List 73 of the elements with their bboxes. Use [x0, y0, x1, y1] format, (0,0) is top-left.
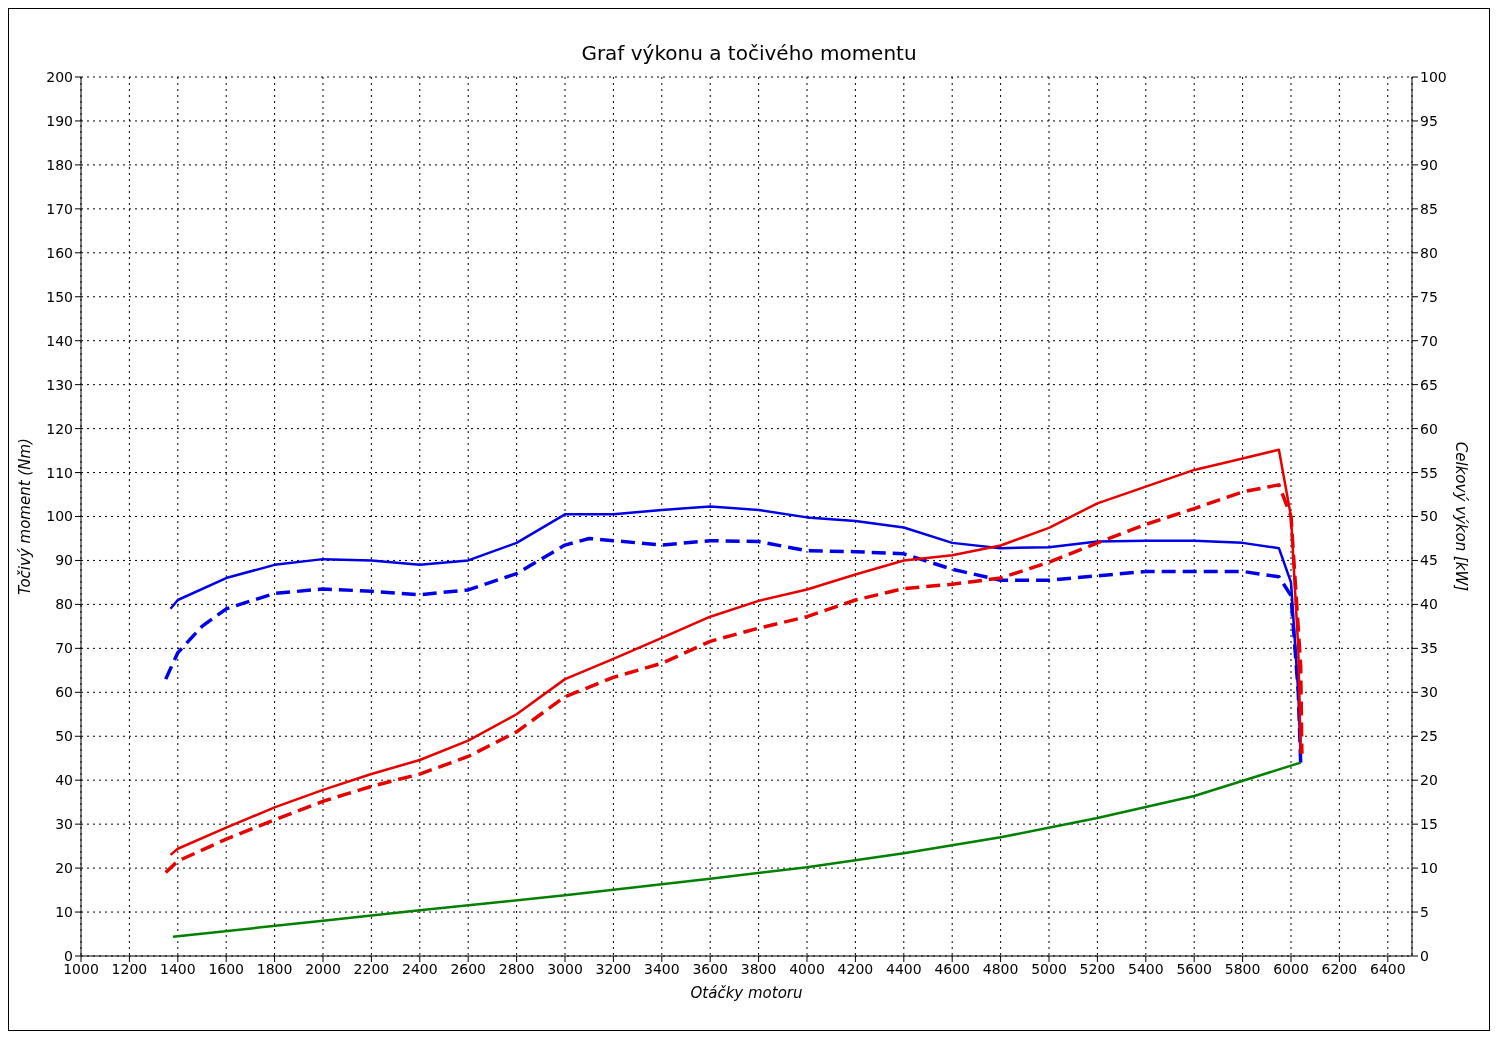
y2-tick-label: 60: [1420, 420, 1438, 437]
y2-tick-label: 45: [1420, 552, 1438, 569]
x-tick-label: 2800: [498, 960, 535, 977]
y-tick-label: 170: [46, 200, 73, 217]
y-tick-label: 70: [55, 640, 73, 657]
x-tick-label: 2200: [353, 960, 390, 977]
x-tick-label: 4600: [934, 960, 971, 977]
x-tick-label: 3200: [595, 960, 632, 977]
y2-tick-label: 35: [1420, 640, 1438, 657]
y-tick-label: 80: [55, 596, 73, 613]
y-tick-label: 160: [46, 244, 73, 261]
x-tick-label: 1400: [159, 960, 196, 977]
y-tick-label: 90: [55, 552, 73, 569]
y-tick-label: 60: [55, 684, 73, 701]
y-axis-title: Točivý moment (Nm): [16, 438, 35, 595]
y2-tick-label: 10: [1420, 860, 1438, 877]
y-tick-label: 200: [46, 68, 73, 85]
y-tick-label: 190: [46, 112, 73, 129]
y2-tick-label: 70: [1420, 332, 1438, 349]
chart-title: Graf výkonu a točivého momentu: [581, 41, 917, 65]
x-tick-label: 6200: [1321, 960, 1358, 977]
x-tick-label: 5600: [1176, 960, 1213, 977]
y2-tick-label: 5: [1420, 904, 1429, 921]
x-tick-label: 3600: [692, 960, 729, 977]
y2-tick-label: 55: [1420, 464, 1438, 481]
x-tick-label: 5800: [1224, 960, 1261, 977]
x-tick-label: 5000: [1031, 960, 1067, 977]
y2-tick-label: 0: [1420, 947, 1429, 964]
y-tick-label: 150: [46, 288, 73, 305]
x-tick-label: 4400: [885, 960, 922, 977]
y-tick-label: 130: [46, 376, 73, 393]
x-tick-label: 6400: [1369, 960, 1406, 977]
x-tick-label: 3800: [740, 960, 777, 977]
y2-axis-title: Celkový výkon [kW]: [1451, 441, 1470, 592]
x-tick-label: 1600: [208, 960, 245, 977]
y2-tick-label: 90: [1420, 156, 1438, 173]
y-tick-label: 120: [46, 420, 73, 437]
x-tick-label: 3400: [643, 960, 680, 977]
x-tick-label: 4800: [982, 960, 1019, 977]
y-tick-label: 50: [55, 728, 73, 745]
x-tick-label: 4000: [789, 960, 825, 977]
y-tick-label: 10: [55, 904, 73, 921]
y2-tick-label: 65: [1420, 376, 1438, 393]
y2-tick-label: 95: [1420, 112, 1438, 129]
y-tick-label: 180: [46, 156, 73, 173]
y2-tick-label: 20: [1420, 772, 1438, 789]
y-tick-label: 100: [46, 508, 73, 525]
y-tick-label: 40: [55, 772, 73, 789]
y2-tick-label: 15: [1420, 816, 1438, 833]
x-tick-label: 4200: [837, 960, 874, 977]
x-tick-label: 1800: [256, 960, 293, 977]
y2-tick-label: 25: [1420, 728, 1438, 745]
y2-tick-label: 75: [1420, 288, 1438, 305]
line-series: [171, 761, 1302, 938]
x-axis-title: Otáčky motoru: [690, 984, 803, 1002]
x-tick-label: 1200: [111, 960, 148, 977]
y2-tick-label: 40: [1420, 596, 1438, 613]
x-tick-label: 2600: [450, 960, 487, 977]
x-tick-label: 5200: [1079, 960, 1116, 977]
y-tick-label: 30: [55, 816, 73, 833]
x-tick-label: 2400: [401, 960, 438, 977]
y2-tick-label: 50: [1420, 508, 1438, 525]
y-tick-label: 110: [46, 464, 73, 481]
x-tick-label: 3000: [547, 960, 583, 977]
y-tick-label: 140: [46, 332, 73, 349]
y2-tick-label: 80: [1420, 244, 1438, 261]
y2-tick-label: 100: [1420, 68, 1447, 85]
y2-tick-label: 85: [1420, 200, 1438, 217]
y2-tick-label: 30: [1420, 684, 1438, 701]
y-tick-label: 20: [55, 860, 73, 877]
x-tick-label: 6000: [1273, 960, 1309, 977]
x-tick-label: 5400: [1127, 960, 1164, 977]
x-tick-label: 2000: [305, 960, 341, 977]
